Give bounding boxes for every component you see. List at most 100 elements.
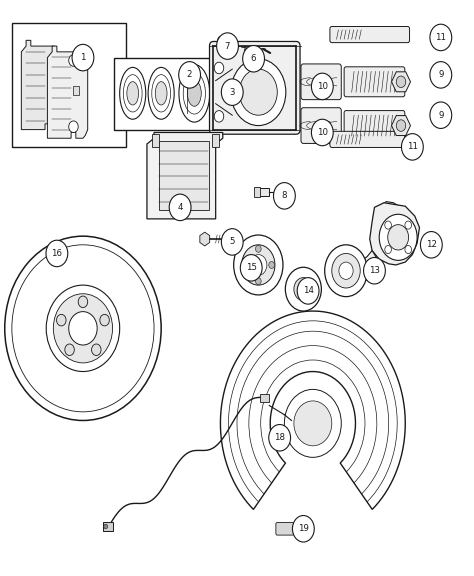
FancyBboxPatch shape (210, 41, 300, 134)
Circle shape (297, 278, 319, 304)
Circle shape (217, 33, 238, 59)
Circle shape (430, 102, 452, 128)
Ellipse shape (5, 236, 161, 420)
Polygon shape (220, 311, 405, 509)
Circle shape (214, 62, 224, 74)
Circle shape (255, 278, 261, 285)
Text: 9: 9 (438, 70, 444, 79)
Text: 9: 9 (438, 111, 444, 120)
Text: 16: 16 (51, 249, 63, 258)
Text: 1: 1 (80, 53, 86, 62)
Circle shape (364, 257, 385, 284)
Text: 10: 10 (317, 82, 328, 91)
Circle shape (430, 62, 452, 88)
FancyBboxPatch shape (344, 67, 405, 97)
Circle shape (179, 62, 201, 88)
Ellipse shape (53, 294, 112, 363)
Circle shape (285, 267, 321, 311)
Circle shape (242, 262, 248, 268)
Ellipse shape (119, 67, 146, 119)
Circle shape (169, 194, 191, 221)
Circle shape (292, 516, 314, 542)
Circle shape (234, 235, 283, 295)
Bar (260, 394, 269, 402)
Bar (103, 522, 113, 531)
FancyBboxPatch shape (330, 131, 405, 147)
Polygon shape (370, 203, 419, 265)
Circle shape (311, 119, 333, 146)
Circle shape (332, 253, 360, 288)
Circle shape (46, 240, 68, 267)
Circle shape (251, 49, 256, 55)
Circle shape (255, 245, 261, 252)
Circle shape (243, 46, 264, 72)
Ellipse shape (78, 296, 88, 308)
Circle shape (273, 183, 295, 209)
Circle shape (325, 245, 367, 297)
Ellipse shape (65, 344, 74, 355)
Circle shape (239, 69, 277, 115)
Text: 10: 10 (317, 128, 328, 137)
Ellipse shape (123, 75, 142, 112)
Circle shape (245, 47, 250, 54)
Polygon shape (358, 251, 379, 281)
FancyBboxPatch shape (276, 522, 294, 535)
Text: 2: 2 (187, 70, 192, 79)
Ellipse shape (183, 73, 205, 114)
Circle shape (311, 73, 333, 100)
Text: 13: 13 (369, 266, 380, 275)
Circle shape (242, 245, 275, 285)
Circle shape (396, 120, 406, 131)
Circle shape (224, 40, 229, 47)
Text: 3: 3 (229, 88, 235, 97)
Ellipse shape (294, 401, 332, 446)
Bar (73, 86, 79, 95)
Circle shape (221, 229, 243, 255)
Text: 5: 5 (229, 237, 235, 247)
Circle shape (269, 262, 274, 268)
Circle shape (388, 225, 409, 250)
Circle shape (385, 221, 392, 229)
Circle shape (214, 111, 224, 122)
Ellipse shape (100, 314, 109, 326)
Circle shape (294, 278, 313, 301)
Circle shape (72, 44, 94, 71)
Bar (159, 141, 209, 210)
Circle shape (420, 232, 442, 258)
Ellipse shape (187, 81, 201, 106)
Circle shape (385, 245, 392, 253)
Circle shape (300, 524, 308, 533)
Bar (114, 58, 223, 130)
Circle shape (339, 262, 353, 279)
Circle shape (218, 36, 224, 44)
Ellipse shape (91, 344, 101, 355)
Text: 14: 14 (302, 286, 314, 295)
Circle shape (221, 79, 243, 105)
Text: 18: 18 (274, 433, 285, 442)
Bar (12, 23, 126, 147)
Circle shape (250, 255, 267, 275)
Text: 12: 12 (426, 240, 437, 249)
Circle shape (240, 255, 262, 281)
Text: 8: 8 (282, 191, 287, 200)
Ellipse shape (152, 75, 171, 112)
Bar (212, 134, 219, 147)
FancyBboxPatch shape (301, 108, 341, 143)
Text: 4: 4 (177, 203, 183, 212)
Circle shape (104, 524, 108, 529)
Text: 15: 15 (246, 263, 257, 272)
FancyBboxPatch shape (301, 64, 341, 100)
Text: 11: 11 (407, 142, 418, 151)
Bar (254, 187, 260, 197)
Ellipse shape (127, 82, 138, 105)
Circle shape (269, 425, 291, 451)
Ellipse shape (179, 65, 210, 122)
Polygon shape (21, 40, 55, 130)
Text: 19: 19 (298, 524, 309, 533)
Circle shape (405, 245, 411, 253)
Bar (255, 188, 269, 196)
Circle shape (401, 134, 423, 160)
Circle shape (69, 55, 78, 66)
Ellipse shape (56, 314, 66, 326)
FancyBboxPatch shape (330, 26, 410, 43)
